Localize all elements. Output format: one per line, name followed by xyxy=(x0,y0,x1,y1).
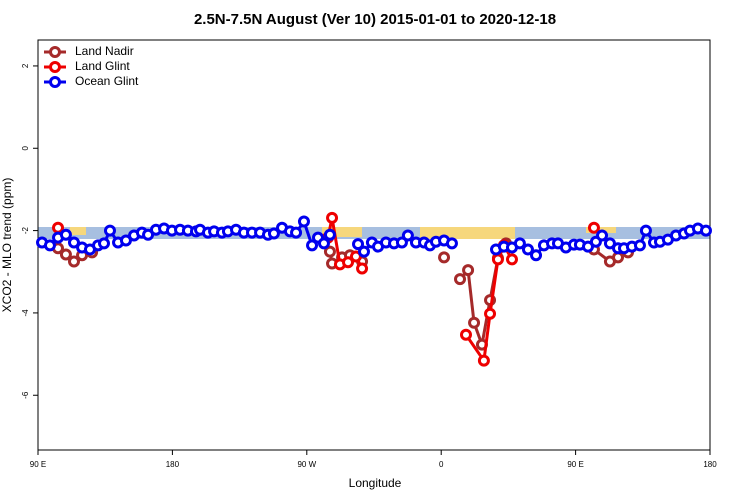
land-band xyxy=(322,227,362,237)
point xyxy=(59,248,72,261)
point xyxy=(454,273,467,286)
point xyxy=(633,239,646,252)
point xyxy=(323,245,336,258)
point xyxy=(356,262,369,275)
point xyxy=(297,215,310,228)
point xyxy=(445,237,458,250)
legend-label: Ocean Glint xyxy=(75,74,139,88)
point xyxy=(581,240,594,253)
x-tick-label: 0 xyxy=(439,460,444,469)
point xyxy=(639,224,652,237)
point xyxy=(349,250,362,263)
point xyxy=(530,249,543,262)
point xyxy=(67,236,80,249)
point xyxy=(52,221,65,234)
y-tick-label: -4 xyxy=(21,309,30,317)
point xyxy=(67,255,80,268)
point xyxy=(505,253,518,266)
legend-marker xyxy=(49,61,61,73)
legend-label: Land Glint xyxy=(75,59,130,73)
point xyxy=(395,236,408,249)
chart-title: 2.5N-7.5N August (Ver 10) 2015-01-01 to … xyxy=(194,11,556,28)
y-tick-label: -2 xyxy=(21,226,30,234)
x-tick-label: 180 xyxy=(166,460,180,469)
point xyxy=(596,229,609,242)
point xyxy=(43,239,56,252)
x-tick-label: 90 W xyxy=(297,460,316,469)
point xyxy=(477,354,490,367)
legend-marker xyxy=(49,76,61,88)
point xyxy=(306,239,319,252)
point xyxy=(142,228,155,241)
point xyxy=(357,245,370,258)
x-axis-label: Longitude xyxy=(349,476,402,490)
point xyxy=(290,226,303,239)
x-tick-label: 90 E xyxy=(30,460,46,469)
point xyxy=(323,228,336,241)
point xyxy=(468,316,481,329)
point xyxy=(603,237,616,250)
point xyxy=(587,221,600,234)
land-band xyxy=(70,227,86,235)
point xyxy=(513,237,526,250)
point xyxy=(521,243,534,256)
x-tick-label: 90 E xyxy=(567,460,583,469)
point xyxy=(119,234,132,247)
point xyxy=(699,224,712,237)
legend-label: Land Nadir xyxy=(75,44,134,58)
point xyxy=(326,211,339,224)
point xyxy=(103,224,116,237)
point xyxy=(98,237,111,250)
point xyxy=(491,253,504,266)
point xyxy=(401,229,414,242)
point xyxy=(438,251,451,264)
point xyxy=(459,328,472,341)
point xyxy=(462,264,475,277)
y-tick-label: -6 xyxy=(21,391,30,399)
point xyxy=(352,238,365,251)
series xyxy=(52,237,635,351)
point xyxy=(59,228,72,241)
point xyxy=(267,227,280,240)
y-tick-label: 0 xyxy=(21,145,30,150)
legend-marker xyxy=(49,46,61,58)
y-axis-label: XCO2 - MLO trend (ppm) xyxy=(0,178,14,313)
y-tick-label: 2 xyxy=(21,63,30,68)
point xyxy=(484,307,497,320)
point xyxy=(342,256,355,269)
series xyxy=(36,215,712,262)
point xyxy=(317,237,330,250)
x-tick-label: 180 xyxy=(703,460,717,469)
